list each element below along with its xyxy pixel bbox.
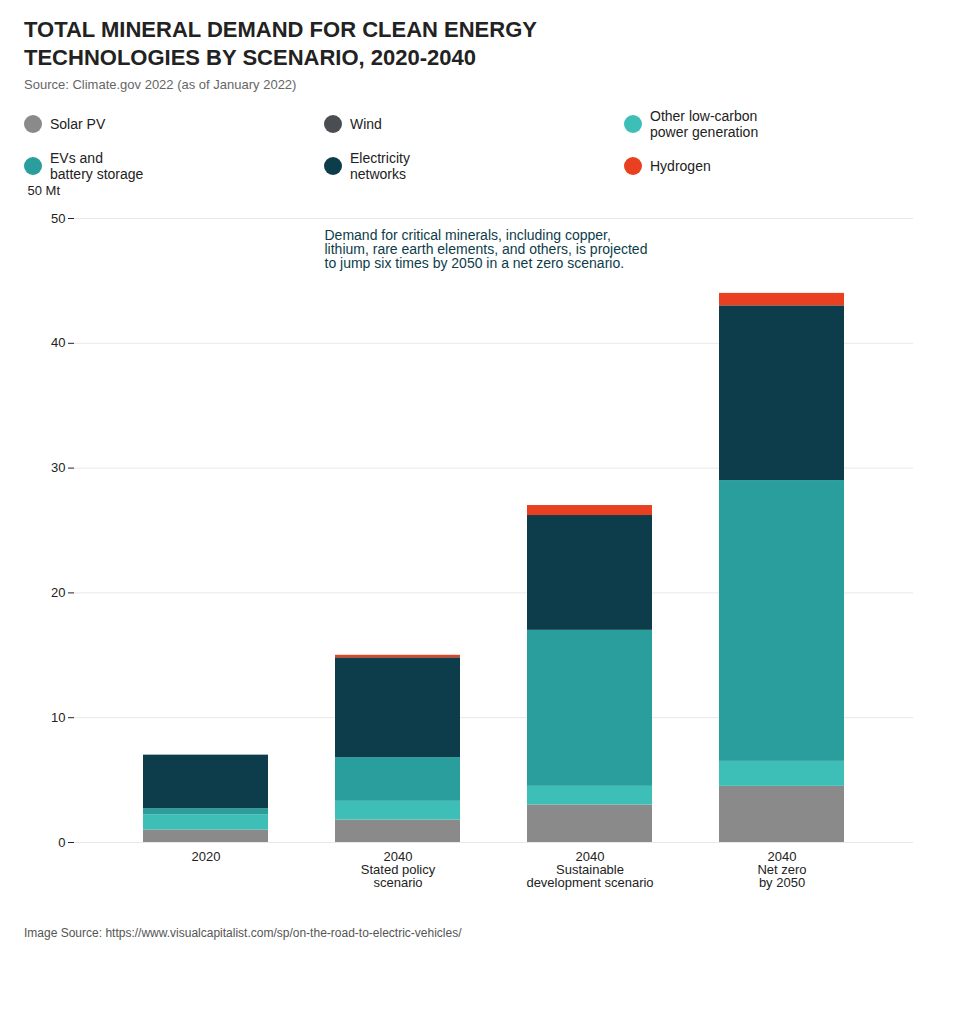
html-text:Wind: Wind [350,116,382,132]
svg-text:10: 10 [51,710,65,725]
svg-text:0: 0 [58,835,65,850]
html-text:Electricity networks: Electricity networks [350,150,410,182]
html-text:Solar PV: Solar PV [50,116,106,132]
html-text:Source: Climate.gov 2022 (as o: Source: Climate.gov 2022 (as of January … [24,77,297,92]
svg-text:2040Net zeroby 2050: 2040Net zeroby 2050 [757,849,806,890]
svg-text:50 Mt: 50 Mt [28,183,61,198]
svg-text:2040Stated policyscenario: 2040Stated policyscenario [361,849,436,890]
html-text:Image Source: https://www.visu: Image Source: https://www.visualcapitali… [24,926,462,940]
svg-text:2020: 2020 [192,849,221,864]
svg-text:Demand for critical minerals,: Demand for critical minerals, including … [325,227,648,271]
html-text:Other low-carbon power generat: Other low-carbon power generation [650,108,759,140]
svg-text:20: 20 [51,585,65,600]
svg-text:50: 50 [51,211,65,226]
html-text:Hydrogen: Hydrogen [650,158,711,174]
svg-text:2040Sustainabledevelopment sce: 2040Sustainabledevelopment scenario [526,849,653,890]
html-text:EVs and battery storage: EVs and battery storage [50,150,144,182]
html-text:TOTAL MINERAL DEMAND FOR CLEAN: TOTAL MINERAL DEMAND FOR CLEAN ENERGY TE… [24,17,537,70]
svg-text:40: 40 [51,335,65,350]
svg-text:30: 30 [51,460,65,475]
